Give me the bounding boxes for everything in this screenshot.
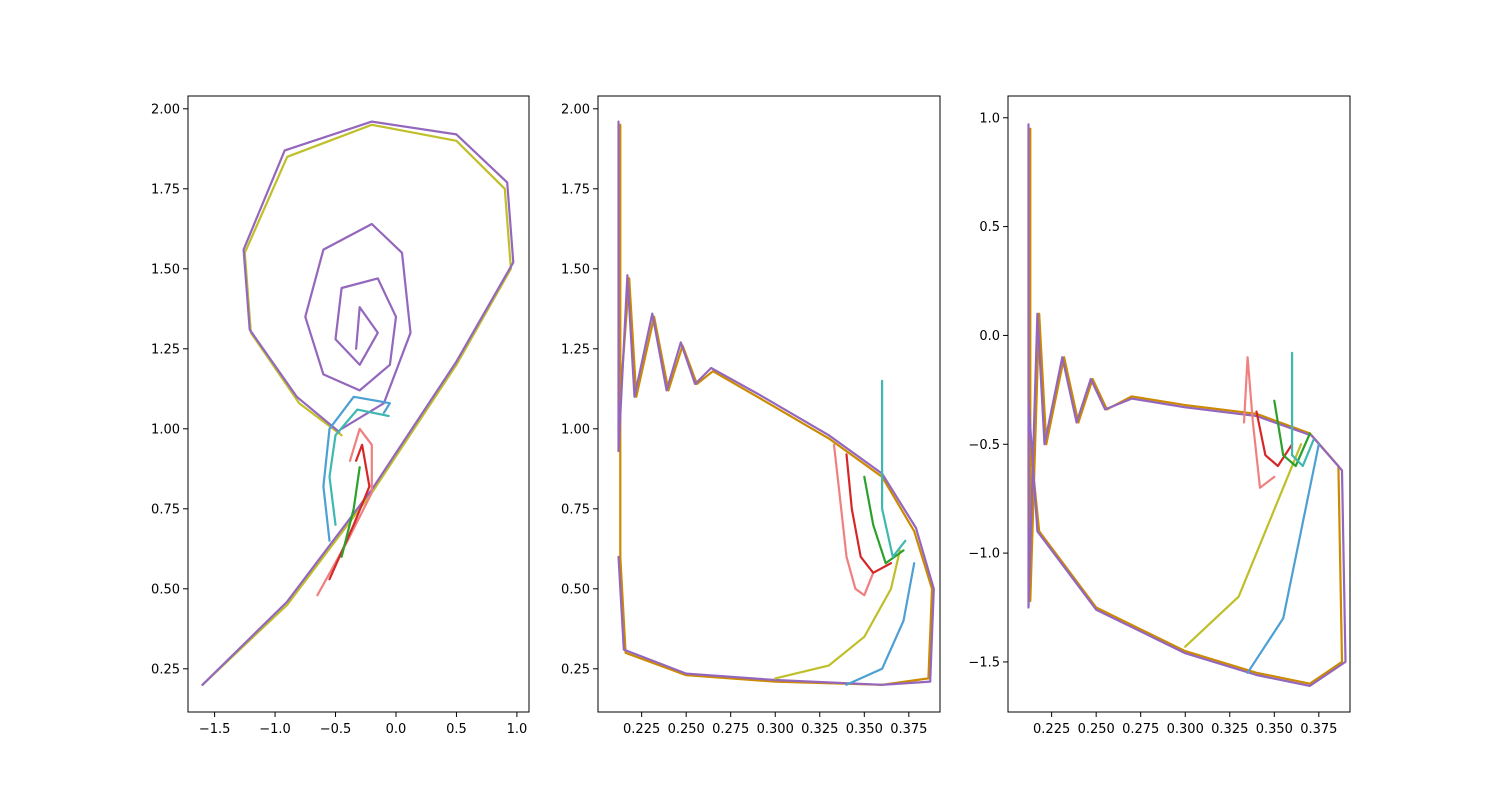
x-tick-label: 0.225	[1033, 722, 1070, 737]
series-line-4	[322, 395, 391, 542]
y-tick-label: 0.0	[979, 329, 1000, 344]
series-group	[201, 120, 515, 686]
x-tick-label: 1.0	[507, 722, 528, 737]
x-tick-label: 0.275	[1122, 722, 1159, 737]
y-tick-label: 1.00	[561, 422, 590, 437]
series-line-5	[1242, 356, 1276, 489]
subplot-1: −1.5 −1.0 −0.5 0.0 0.5 1.0 0.25 0.50 0.75 1.00 1.2…	[151, 95, 530, 737]
series-line-3	[774, 549, 901, 680]
y-tick-label: 2.00	[151, 102, 180, 117]
x-tick-label: 0.250	[1078, 722, 1115, 737]
x-tick-label: −1.0	[259, 722, 291, 737]
x-tick-label: 0.300	[1167, 722, 1204, 737]
series-line-3	[304, 222, 412, 430]
x-tick-label: 0.275	[712, 722, 749, 737]
y-tick-label: −1.5	[968, 655, 1000, 670]
subplot-3: 0.225 0.250 0.275 0.300 0.325 0.350 0.375 −1.5 −…	[968, 95, 1351, 737]
series-line-1	[619, 123, 934, 686]
series-line-8	[340, 466, 361, 558]
y-tick-label: 1.0	[979, 111, 1000, 126]
x-tick-label: 0.350	[846, 722, 883, 737]
series-line-5	[832, 443, 875, 597]
x-tick-label: 0.5	[446, 722, 467, 737]
subplot-2: 0.225 0.250 0.275 0.300 0.325 0.350 0.375 0.25 0…	[561, 95, 941, 737]
x-tick-label: 0.325	[801, 722, 838, 737]
series-line-8	[881, 379, 907, 558]
plot-frame	[597, 95, 941, 713]
y-tick-label: 0.75	[151, 502, 180, 517]
series-group	[1027, 123, 1347, 687]
x-tick-label: 0.375	[890, 722, 927, 737]
y-tick-label: 0.50	[561, 582, 590, 597]
x-tick-label: −1.5	[199, 722, 231, 737]
y-tick-label: 1.25	[151, 342, 180, 357]
series-line-6	[1255, 410, 1294, 468]
y-tick-label: 1.75	[151, 182, 180, 197]
series-line-4	[1246, 443, 1320, 674]
series-line-1	[1029, 127, 1344, 685]
plot-frame	[187, 95, 530, 713]
x-tick-label: 0.350	[1256, 722, 1293, 737]
x-tick-label: 0.250	[668, 722, 705, 737]
y-tick-label: 0.5	[979, 220, 1000, 235]
series-line-7	[863, 475, 905, 565]
y-tick-label: 1.50	[151, 262, 180, 277]
y-tick-label: 1.50	[561, 262, 590, 277]
series-line-3	[1184, 443, 1303, 648]
y-tick-label: 0.25	[561, 662, 590, 677]
y-tick-label: 2.00	[561, 102, 590, 117]
x-tick-label: −0.5	[320, 722, 352, 737]
y-tick-label: −0.5	[968, 438, 1000, 453]
series-line-8	[1291, 351, 1315, 468]
y-tick-label: 0.75	[561, 502, 590, 517]
y-tick-label: 0.50	[151, 582, 180, 597]
y-tick-label: 1.00	[151, 422, 180, 437]
x-tick-label: 0.375	[1300, 722, 1337, 737]
series-line-7	[1273, 399, 1311, 468]
y-tick-label: 1.25	[561, 342, 590, 357]
x-tick-label: 0.325	[1211, 722, 1248, 737]
plot-frame	[1007, 95, 1351, 713]
y-tick-label: −1.0	[968, 547, 1000, 562]
series-line-6	[845, 453, 893, 574]
series-line-4	[845, 562, 916, 686]
y-tick-label: 0.25	[151, 662, 180, 677]
series-line-2	[617, 120, 935, 686]
series-line-5	[328, 408, 390, 526]
y-tick-label: 1.75	[561, 182, 590, 197]
series-line-2	[1027, 123, 1347, 687]
x-tick-label: 0.0	[386, 722, 407, 737]
x-tick-label: 0.225	[623, 722, 660, 737]
series-group	[617, 120, 935, 686]
x-tick-label: 0.300	[757, 722, 794, 737]
